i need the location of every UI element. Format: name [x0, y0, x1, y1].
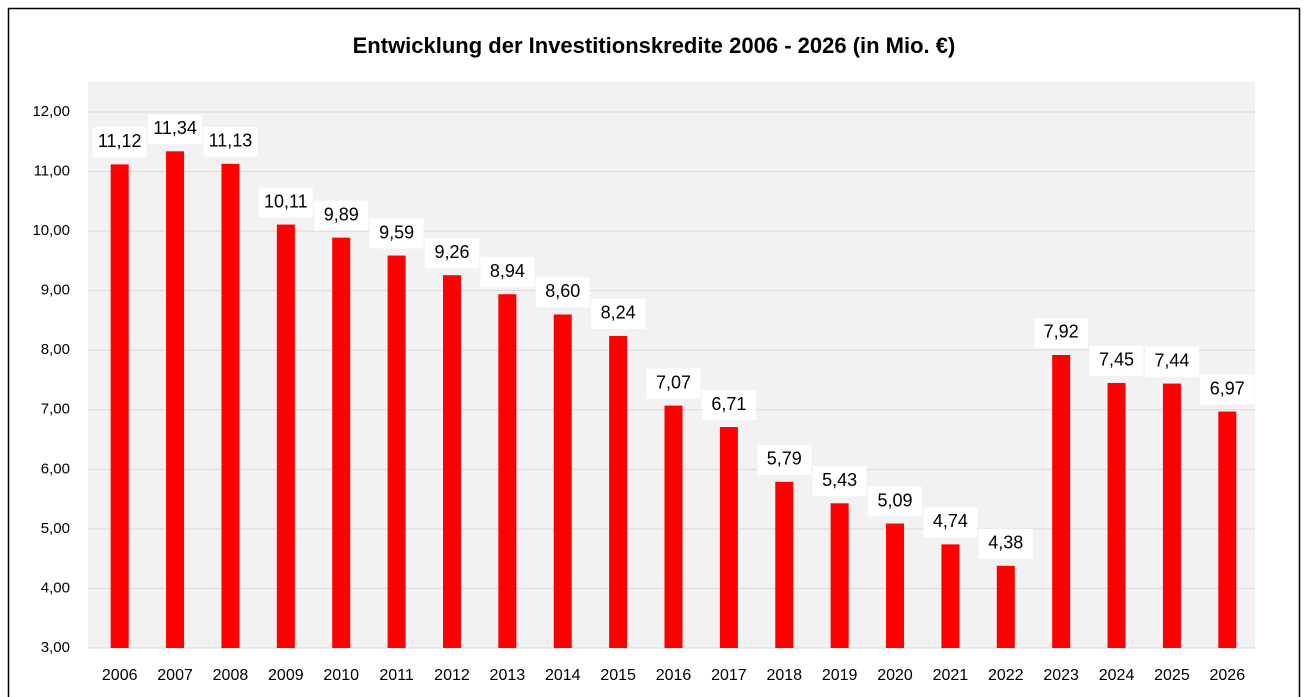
value-label-box: [868, 486, 923, 517]
x-tick-label: 2006: [102, 667, 138, 684]
bar: [110, 164, 129, 649]
bar: [830, 503, 849, 648]
value-label: 11,34: [153, 118, 197, 138]
x-tick-label: 2020: [877, 667, 913, 684]
x-tick-label: 2014: [545, 667, 581, 684]
value-label-box: [258, 187, 313, 218]
x-tick-label: 2025: [1154, 667, 1190, 684]
value-label-box: [701, 390, 756, 421]
value-label: 8,24: [601, 303, 636, 323]
bar: [332, 237, 351, 648]
value-label-box: [314, 200, 369, 231]
value-label: 8,60: [545, 281, 580, 301]
x-tick-label: 2024: [1099, 667, 1135, 684]
x-tick-label: 2009: [268, 667, 304, 684]
bar: [719, 427, 738, 648]
value-label-box: [757, 444, 812, 475]
x-tick-label: 2015: [600, 667, 636, 684]
x-tick-label: 2007: [157, 667, 193, 684]
bar: [1218, 411, 1237, 648]
value-label: 6,97: [1210, 378, 1245, 398]
value-label-box: [1144, 346, 1199, 377]
value-label-box: [424, 238, 479, 269]
chart-title: Entwicklung der Investitionskredite 2006…: [353, 33, 956, 58]
value-label-box: [92, 127, 147, 158]
value-label-box: [1200, 374, 1255, 405]
y-tick-label: 3,00: [41, 639, 70, 656]
bar: [498, 294, 517, 648]
value-label-box: [978, 528, 1033, 559]
value-label: 4,38: [988, 533, 1023, 553]
y-tick-label: 12,00: [32, 103, 70, 120]
x-tick-label: 2008: [213, 667, 249, 684]
value-label-box: [203, 126, 258, 157]
x-tick-label: 2022: [988, 667, 1024, 684]
y-tick-label: 5,00: [41, 520, 70, 537]
y-tick-label: 6,00: [41, 460, 70, 477]
bar: [1052, 354, 1071, 648]
value-label-box: [480, 257, 535, 288]
value-label-box: [812, 466, 867, 497]
x-tick-label: 2013: [490, 667, 526, 684]
value-label: 4,74: [933, 511, 968, 531]
value-label: 10,11: [264, 191, 308, 211]
y-tick-label: 10,00: [32, 222, 70, 239]
bar: [886, 523, 905, 648]
value-label: 5,09: [878, 490, 913, 510]
value-label: 8,94: [490, 261, 525, 281]
value-label-box: [148, 114, 203, 145]
value-label: 7,45: [1099, 350, 1134, 370]
value-label: 5,79: [767, 449, 802, 469]
value-label: 6,71: [711, 394, 746, 414]
value-label: 11,13: [209, 131, 253, 151]
x-tick-label: 2026: [1210, 667, 1246, 684]
value-label: 9,26: [434, 242, 469, 262]
x-tick-label: 2011: [379, 667, 414, 684]
value-label: 9,59: [379, 222, 414, 242]
value-label: 7,44: [1154, 350, 1189, 370]
x-tick-label: 2012: [434, 667, 470, 684]
x-tick-label: 2010: [323, 667, 359, 684]
y-tick-label: 8,00: [41, 341, 70, 358]
x-tick-label: 2016: [656, 667, 692, 684]
value-label: 7,07: [656, 372, 691, 392]
bar: [941, 544, 960, 648]
y-tick-label: 7,00: [41, 401, 70, 418]
value-label-box: [591, 298, 646, 329]
x-tick-label: 2017: [711, 667, 747, 684]
bar: [221, 163, 240, 648]
bar: [387, 255, 406, 649]
x-tick-label: 2019: [822, 667, 858, 684]
x-tick-label: 2018: [766, 667, 802, 684]
value-label-box: [369, 218, 424, 249]
bar: [276, 224, 295, 648]
x-tick-label: 2023: [1043, 667, 1079, 684]
bar: [1107, 382, 1126, 648]
value-label: 5,43: [822, 470, 857, 490]
y-tick-label: 9,00: [41, 282, 70, 299]
bar: [664, 405, 683, 648]
bar: [996, 565, 1015, 648]
bar: [1162, 383, 1181, 648]
value-label-box: [1089, 345, 1144, 376]
value-label-box: [923, 507, 978, 538]
value-label-box: [1034, 317, 1089, 348]
bar: [609, 335, 628, 648]
value-label-box: [535, 277, 590, 308]
value-label-box: [646, 368, 701, 399]
value-label: 9,89: [324, 204, 359, 224]
value-label: 11,12: [98, 131, 142, 151]
x-tick-label: 2021: [933, 667, 969, 684]
value-label: 7,92: [1044, 322, 1079, 342]
bar: [166, 151, 185, 648]
bar: [442, 275, 461, 648]
y-tick-label: 11,00: [34, 163, 70, 180]
y-tick-label: 4,00: [41, 579, 70, 596]
bar: [553, 314, 572, 648]
bar: [775, 481, 794, 648]
